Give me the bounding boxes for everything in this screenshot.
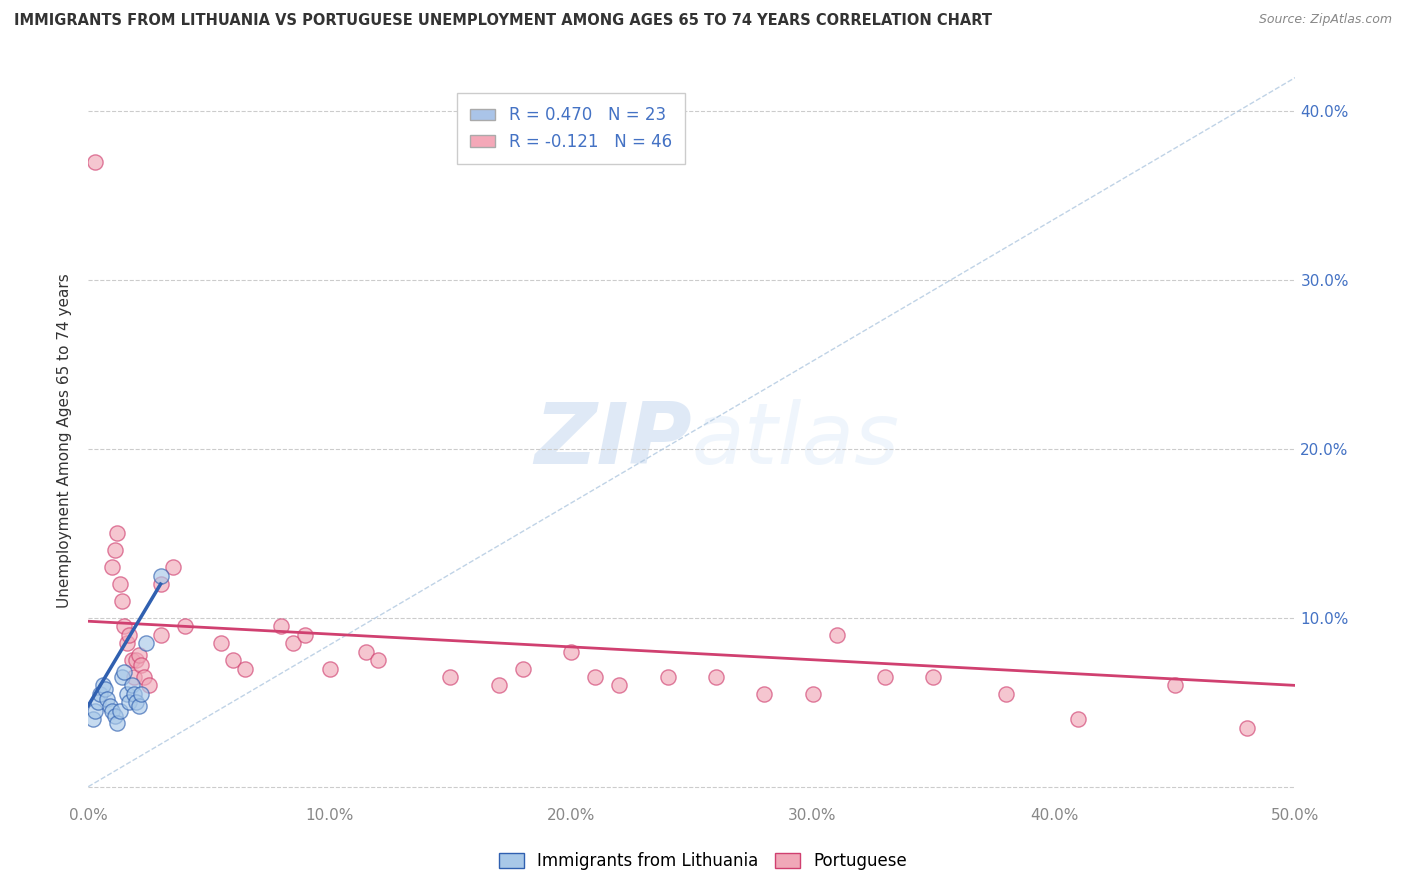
Point — [135, 636, 157, 650]
Point — [115, 636, 138, 650]
Point — [104, 708, 127, 723]
Point — [91, 678, 114, 692]
Point — [118, 628, 141, 642]
Point — [488, 678, 510, 692]
Point — [318, 661, 340, 675]
Point — [657, 670, 679, 684]
Point — [132, 670, 155, 684]
Point — [101, 704, 124, 718]
Text: Source: ZipAtlas.com: Source: ZipAtlas.com — [1258, 13, 1392, 27]
Point — [512, 661, 534, 675]
Point — [1164, 678, 1187, 692]
Point — [104, 543, 127, 558]
Point — [118, 695, 141, 709]
Point — [754, 687, 776, 701]
Point — [222, 653, 245, 667]
Point — [583, 670, 606, 684]
Point — [560, 645, 582, 659]
Point — [108, 704, 131, 718]
Point — [94, 681, 117, 696]
Point — [149, 568, 172, 582]
Point — [115, 687, 138, 701]
Point — [173, 619, 195, 633]
Point — [439, 670, 461, 684]
Point — [87, 695, 110, 709]
Point — [209, 636, 232, 650]
Point — [1067, 712, 1090, 726]
Point — [704, 670, 727, 684]
Point — [111, 670, 134, 684]
Point — [270, 619, 292, 633]
Point — [89, 687, 111, 701]
Y-axis label: Unemployment Among Ages 65 to 74 years: Unemployment Among Ages 65 to 74 years — [58, 273, 72, 608]
Point — [162, 560, 184, 574]
Point — [125, 695, 148, 709]
Point — [922, 670, 945, 684]
Point — [108, 577, 131, 591]
Point — [84, 154, 107, 169]
Legend: R = 0.470   N = 23, R = -0.121   N = 46: R = 0.470 N = 23, R = -0.121 N = 46 — [457, 93, 685, 164]
Point — [873, 670, 896, 684]
Point — [105, 526, 128, 541]
Point — [122, 687, 145, 701]
Text: ZIP: ZIP — [534, 399, 692, 482]
Point — [84, 704, 107, 718]
Point — [129, 658, 152, 673]
Point — [609, 678, 631, 692]
Point — [825, 628, 848, 642]
Point — [101, 560, 124, 574]
Point — [82, 712, 104, 726]
Legend: Immigrants from Lithuania, Portuguese: Immigrants from Lithuania, Portuguese — [492, 846, 914, 877]
Point — [994, 687, 1017, 701]
Text: IMMIGRANTS FROM LITHUANIA VS PORTUGUESE UNEMPLOYMENT AMONG AGES 65 TO 74 YEARS C: IMMIGRANTS FROM LITHUANIA VS PORTUGUESE … — [14, 13, 993, 29]
Point — [121, 653, 143, 667]
Point — [111, 594, 134, 608]
Point — [96, 692, 118, 706]
Point — [138, 678, 160, 692]
Point — [283, 636, 305, 650]
Point — [1236, 721, 1258, 735]
Point — [801, 687, 824, 701]
Point — [367, 653, 389, 667]
Point — [112, 665, 135, 679]
Text: atlas: atlas — [692, 399, 900, 482]
Point — [112, 619, 135, 633]
Point — [129, 687, 152, 701]
Point — [98, 698, 121, 713]
Point — [233, 661, 256, 675]
Point — [354, 645, 377, 659]
Point — [128, 698, 150, 713]
Point — [149, 628, 172, 642]
Point — [105, 715, 128, 730]
Point — [125, 653, 148, 667]
Point — [149, 577, 172, 591]
Point — [294, 628, 316, 642]
Point — [128, 648, 150, 662]
Point — [121, 678, 143, 692]
Point — [122, 670, 145, 684]
